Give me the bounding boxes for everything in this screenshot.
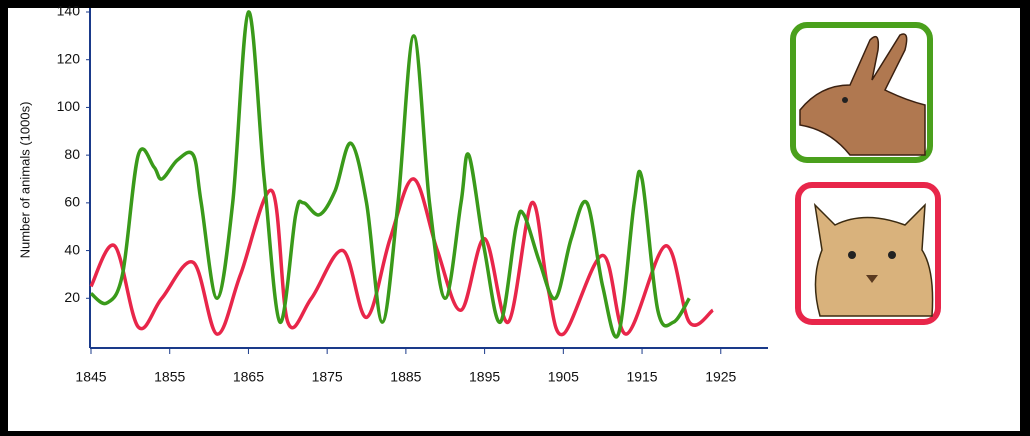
- x-tick-label: 1845: [75, 369, 106, 385]
- y-tick-label: 140: [57, 3, 81, 19]
- lynx-icon: [798, 185, 938, 322]
- hare-icon: [793, 25, 930, 160]
- x-tick-label: 1885: [390, 369, 421, 385]
- y-tick-label: 60: [64, 194, 80, 210]
- x-tick-label: 1895: [469, 369, 500, 385]
- x-tick-label: 1865: [233, 369, 264, 385]
- y-tick-label: 20: [64, 289, 80, 305]
- y-tick-label: 80: [64, 146, 80, 162]
- page: Number of animals (1000s) 20 40 60 80 100 120…: [0, 0, 1030, 436]
- x-tick-label: 1855: [154, 369, 185, 385]
- y-tick-label: 40: [64, 241, 80, 257]
- x-tick-label: 1875: [312, 369, 343, 385]
- x-tick-label: 1915: [626, 369, 657, 385]
- chart: Number of animals (1000s) 20 40 60 80 100 120…: [0, 0, 1030, 436]
- x-tick-label: 1925: [705, 369, 736, 385]
- x-tick-label: 1905: [548, 369, 579, 385]
- y-axis-label: Number of animals (1000s): [17, 102, 32, 259]
- y-tick-label: 100: [57, 98, 81, 114]
- y-tick-label: 120: [57, 50, 81, 66]
